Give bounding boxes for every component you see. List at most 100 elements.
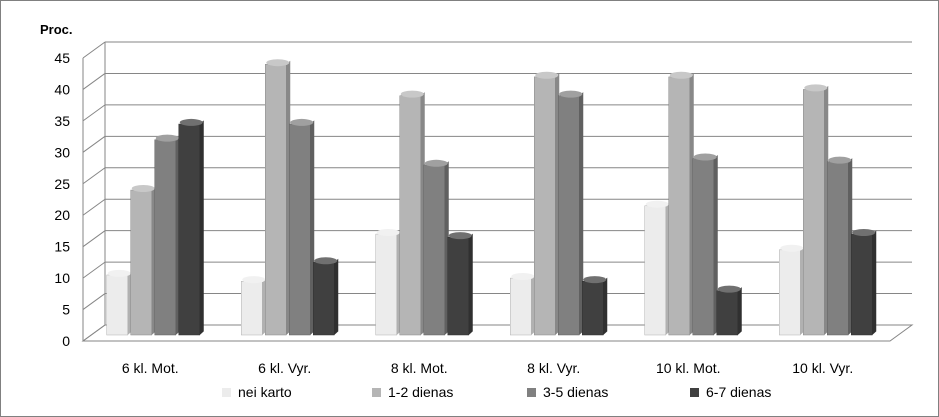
bar-front — [265, 64, 287, 336]
chart-floor — [81, 324, 914, 342]
bar — [423, 159, 449, 336]
bar-front — [241, 281, 263, 336]
bar-layer — [106, 59, 877, 336]
legend-label: 3-5 dienas — [543, 384, 608, 400]
bar-side — [603, 277, 608, 335]
bar-front — [779, 249, 801, 336]
y-tick-label: 45 — [54, 50, 70, 66]
bar-top — [693, 153, 717, 161]
bar-top — [828, 156, 852, 164]
bar-top — [376, 228, 400, 236]
bar-front — [423, 164, 445, 336]
bar-side — [713, 155, 718, 335]
bar — [178, 118, 204, 336]
gridline-depth — [82, 41, 106, 59]
legend-item: 3-5 dienas — [527, 384, 608, 400]
bar — [668, 71, 694, 336]
legend: nei karto 1-2 dienas 3-5 dienas 6-7 dienas — [222, 384, 771, 400]
bar-top — [717, 285, 741, 293]
bar-top — [179, 118, 203, 126]
bar-front — [178, 123, 200, 336]
bar-side — [872, 230, 877, 335]
legend-swatch — [222, 388, 231, 397]
bar-side — [468, 233, 473, 335]
category-label: 6 kl. Vyr. — [258, 360, 311, 376]
bar-front — [558, 95, 580, 336]
bar — [716, 285, 742, 336]
gridline-depth — [82, 293, 106, 310]
bar-front — [106, 274, 128, 336]
bar-top — [852, 228, 876, 236]
gridline-depth — [82, 135, 106, 153]
legend-item: 1-2 dienas — [372, 384, 453, 400]
bar-top — [535, 71, 559, 79]
legend-item: nei karto — [222, 384, 292, 400]
bar — [154, 134, 180, 336]
bar-front — [510, 277, 532, 336]
bar-front — [375, 233, 397, 336]
bar — [779, 244, 805, 336]
bar-front — [668, 76, 690, 336]
bar — [534, 71, 560, 336]
bar-top — [314, 257, 338, 265]
y-tick-label: 0 — [62, 333, 70, 349]
bar — [241, 276, 267, 336]
bar-top — [290, 118, 314, 126]
bar-top — [448, 232, 472, 240]
bar-top — [266, 59, 290, 67]
category-label: 8 kl. Mot. — [391, 360, 448, 376]
bar-top — [804, 84, 828, 92]
bar-front — [289, 123, 311, 336]
y-tick-label: 30 — [54, 144, 70, 160]
axis-layer — [81, 42, 914, 342]
y-tick-label: 5 — [62, 302, 70, 318]
y-tick-label: 20 — [54, 207, 70, 223]
category-label: 10 kl. Vyr. — [792, 360, 853, 376]
bar — [692, 153, 718, 336]
gridline-depth — [82, 167, 106, 185]
category-label: 6 kl. Mot. — [122, 360, 179, 376]
gridline-depth — [82, 198, 106, 216]
gridline-depth — [82, 104, 106, 122]
bar-front — [447, 236, 469, 336]
legend-label: 1-2 dienas — [388, 384, 453, 400]
bar-front — [399, 95, 421, 336]
category-label: 10 kl. Mot. — [656, 360, 721, 376]
bar-front — [644, 205, 666, 336]
bar — [375, 228, 401, 336]
bar — [313, 257, 339, 336]
bar — [510, 273, 536, 336]
bar-front — [827, 161, 849, 336]
bar-side — [334, 258, 339, 335]
legend-label: 6-7 dienas — [706, 384, 771, 400]
bar-top — [780, 244, 804, 252]
bar — [106, 269, 132, 336]
bar-front — [154, 139, 176, 336]
bar-front — [692, 158, 714, 336]
bar-front — [716, 290, 738, 336]
bar-side — [579, 92, 584, 335]
bar — [130, 184, 156, 336]
legend-swatch — [527, 388, 536, 397]
bar — [265, 59, 291, 336]
y-axis-label: Proc. — [40, 22, 73, 37]
bar-top — [559, 90, 583, 98]
gridline-depth — [82, 73, 106, 90]
y-tick-label: 10 — [54, 270, 70, 286]
y-tick-label: 15 — [54, 239, 70, 255]
gridline-depth — [82, 230, 106, 248]
bar — [558, 90, 584, 336]
y-tick-label: 35 — [54, 113, 70, 129]
bar — [399, 90, 425, 336]
legend-item: 6-7 dienas — [690, 384, 771, 400]
bar-front — [534, 76, 556, 336]
bar-top — [131, 184, 155, 192]
legend-label: nei karto — [238, 384, 292, 400]
bar-front — [130, 189, 152, 336]
bar-top — [511, 273, 535, 281]
bar-top — [583, 276, 607, 284]
category-label: 8 kl. Vyr. — [527, 360, 580, 376]
bar-side — [737, 287, 742, 335]
legend-swatch — [372, 388, 381, 397]
